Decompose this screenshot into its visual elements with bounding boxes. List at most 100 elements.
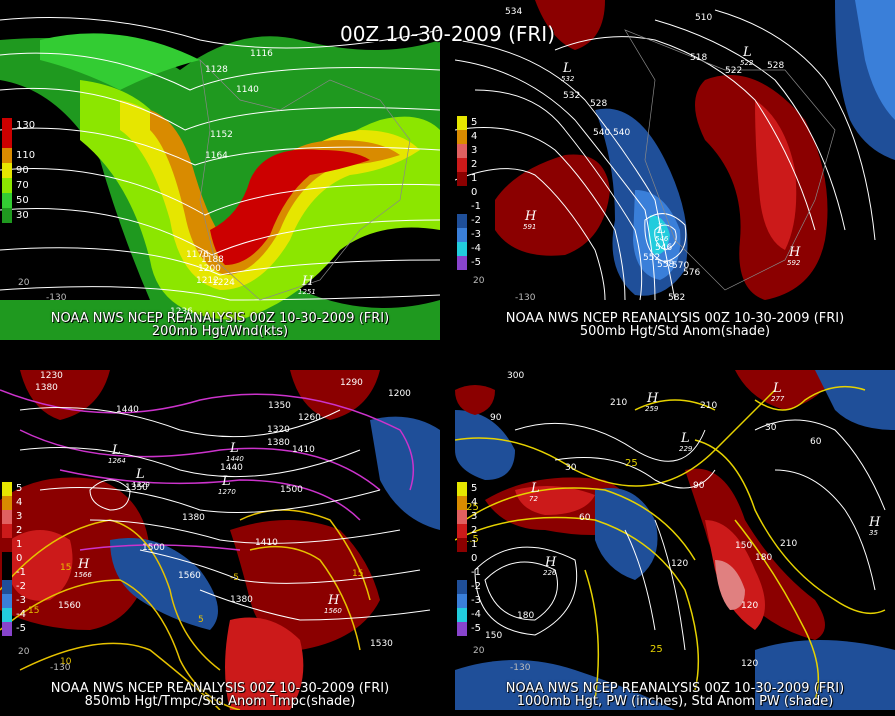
contour-label: 180: [755, 553, 772, 563]
contour-label: 540: [613, 128, 630, 138]
contour-label: 1380: [182, 513, 205, 523]
legend-label: 1: [471, 539, 478, 550]
contour-label: 30: [765, 423, 777, 433]
contour-label: 210: [700, 401, 717, 411]
contour-label: 210: [610, 398, 627, 408]
map-200mb: 1116 1128 1140 1152 1164 1176 1188 1200 …: [0, 0, 440, 340]
contour-label: 1176: [186, 250, 209, 260]
contour-label: 1440: [116, 405, 139, 415]
legend-label: 5: [471, 483, 478, 494]
contour-label: 1188: [201, 255, 224, 265]
low-marker: L: [742, 45, 752, 60]
panel-title: NOAA NWS NCEP REANALYSIS 00Z 10-30-2009 …: [50, 681, 390, 696]
contour-label: 120: [671, 559, 688, 569]
low-marker: L: [221, 474, 231, 489]
contour-label: 1164: [205, 151, 228, 161]
legend-500mb: 5 4 3 2 1 0 -1 -2 -3 -4 -5: [457, 116, 493, 270]
high-value: 1566: [74, 571, 92, 579]
contour-label: 558: [657, 260, 674, 270]
contour-label: 540: [593, 128, 610, 138]
low-marker: L: [135, 467, 145, 482]
contour-label: 30: [565, 463, 577, 473]
map-850mb: 1230 1380 1440 1350 1260 1320 1380 1410 …: [0, 370, 440, 710]
lon-label: 20: [473, 276, 485, 286]
legend-label: -1: [471, 567, 481, 578]
contour-label: 1380: [230, 595, 253, 605]
high-marker: H: [868, 515, 881, 530]
legend-label: 2: [471, 159, 478, 170]
contour-label: 1152: [210, 130, 233, 140]
contour-label: 1260: [298, 413, 321, 423]
high-marker: H: [524, 209, 537, 224]
legend-label: -4: [471, 609, 481, 620]
low-value: 1440: [226, 455, 244, 463]
contour-label: 546: [655, 243, 672, 253]
low-marker: L: [229, 441, 239, 456]
panel-500mb: 534 510 518 522 528 532 528 540 540 552 …: [455, 0, 895, 340]
legend-label: -2: [471, 581, 481, 592]
legend-label: -2: [16, 581, 26, 592]
legend-label: -4: [471, 243, 481, 254]
contour-label: 1530: [370, 639, 393, 649]
contour-label: 1500: [280, 485, 303, 495]
high-marker: H: [544, 555, 557, 570]
contour-label: 1560: [58, 601, 81, 611]
lon-label: 20: [18, 278, 30, 288]
lon-label: 20: [473, 646, 485, 656]
contour-label: 1224: [212, 278, 235, 288]
low-marker: L: [656, 222, 666, 237]
low-marker: L: [111, 443, 121, 458]
legend-label: -1: [16, 567, 26, 578]
contour-label: 532: [563, 91, 580, 101]
high-value: 1560: [324, 607, 342, 615]
contour-label: 1200: [198, 264, 221, 274]
legend-label: -5: [16, 623, 26, 634]
panel-subtitle: 500mb Hgt/Std Anom(shade): [579, 324, 771, 339]
legend-label: 4: [16, 497, 23, 508]
map-1000mb: 300 90 210 30 60 90 150 180 210 120 180 …: [455, 370, 895, 710]
contour-label: 582: [668, 293, 685, 303]
low-marker: L: [772, 381, 782, 396]
legend-label: 3: [471, 511, 478, 522]
contour-label: 1140: [236, 85, 259, 95]
lon-label: -130: [515, 293, 536, 303]
legend-label: -5: [471, 257, 481, 268]
pw-label: 1.5: [463, 534, 479, 545]
contour-label: 1350: [268, 401, 291, 411]
main-title: 00Z 10-30-2009 (FRI): [340, 22, 555, 46]
legend-label: 0: [471, 187, 478, 198]
lon-label: 20: [18, 647, 30, 657]
contour-label: 210: [780, 539, 797, 549]
low-marker: L: [680, 431, 690, 446]
contour-label: 180: [517, 611, 534, 621]
legend-label: 5: [471, 117, 478, 128]
low-value: 546: [655, 235, 669, 243]
contour-label: 1290: [340, 378, 363, 388]
panel-subtitle: 200mb Hgt/Wnd(kts): [151, 324, 289, 339]
contour-label: 552: [643, 253, 660, 263]
contour-label: 60: [579, 513, 591, 523]
contour-label: 528: [767, 61, 784, 71]
low-value: 532: [561, 75, 575, 83]
low-value: 277: [771, 395, 785, 403]
contour-label: 120: [741, 601, 758, 611]
legend-label: 50: [16, 194, 29, 206]
temp-label: 15: [352, 569, 363, 579]
pw-label: .25: [463, 502, 479, 513]
contour-label: 510: [695, 13, 712, 23]
contour-label: 1212: [196, 276, 219, 286]
legend-label: -1: [471, 201, 481, 212]
legend-label: 70: [16, 179, 29, 191]
legend-850mb: 5 4 3 2 1 0 -1 -2 -3 -4 -5: [2, 482, 38, 636]
legend-label: 4: [471, 497, 478, 508]
low-value: 1264: [108, 457, 126, 465]
high-marker: H: [646, 391, 659, 406]
low-value: 522: [740, 59, 754, 67]
contour-label: 1200: [388, 389, 411, 399]
high-value: 259: [645, 405, 659, 413]
contour-label: 150: [735, 541, 752, 551]
high-marker: H: [77, 557, 90, 572]
low-marker: L: [562, 61, 572, 76]
contour-label: 1410: [292, 445, 315, 455]
legend-label: 0: [471, 553, 478, 564]
